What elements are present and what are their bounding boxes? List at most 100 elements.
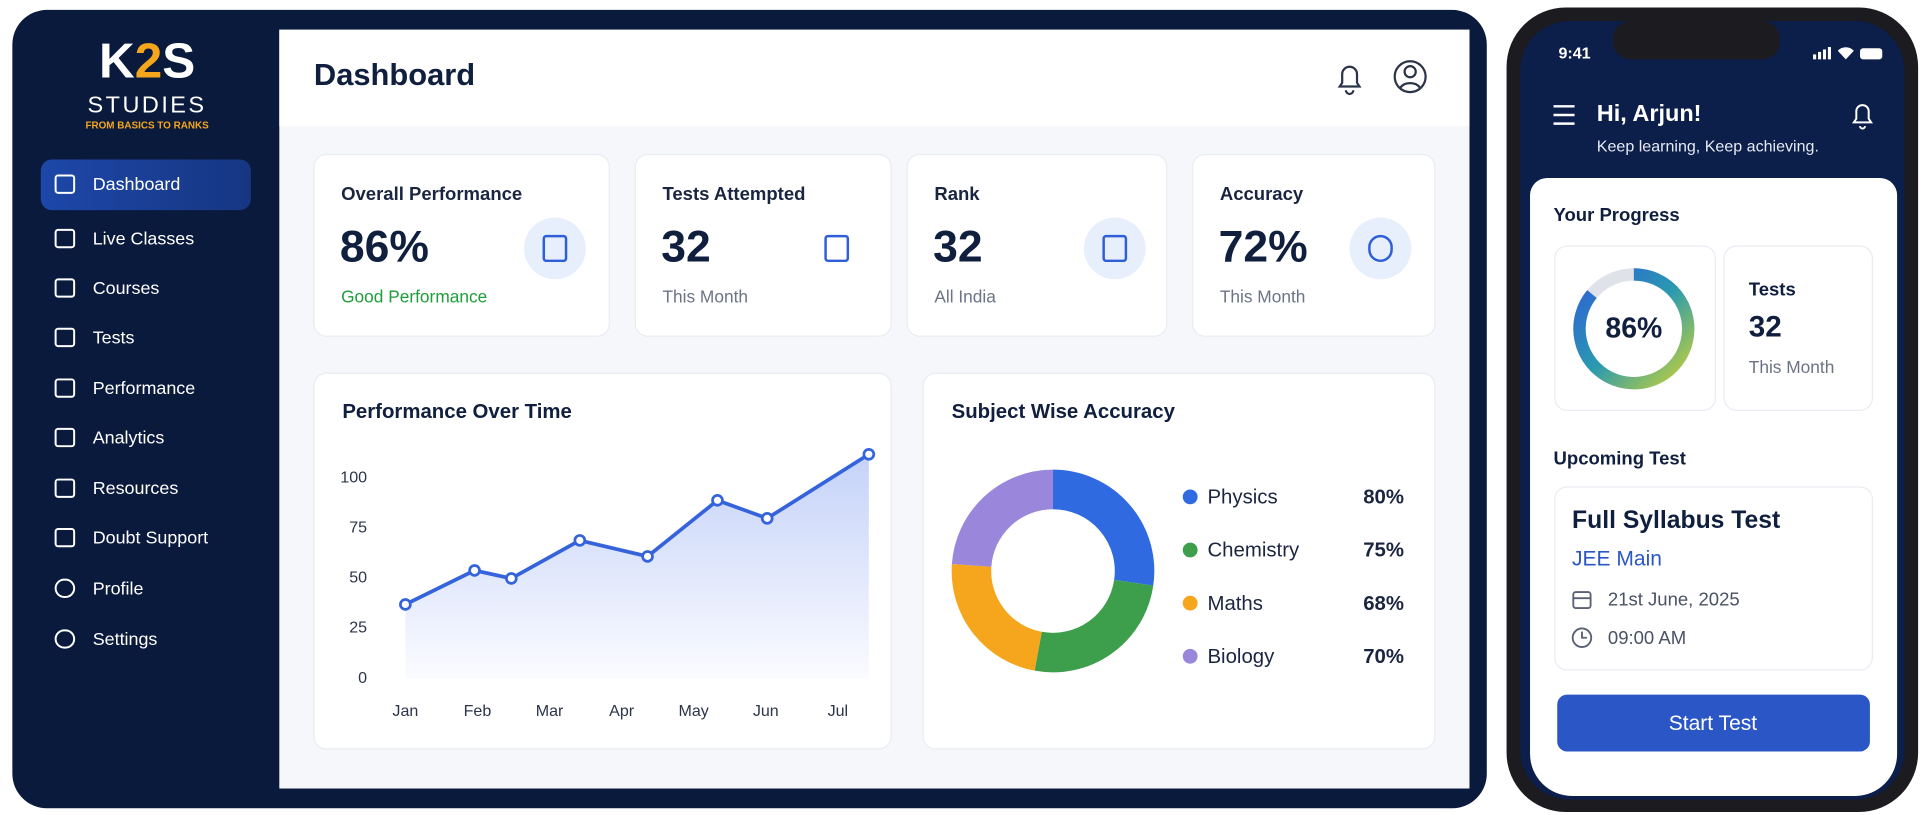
chart-title: Performance Over Time [342, 401, 572, 423]
nav-item[interactable]: Dashboard [93, 174, 181, 194]
nav-icon [54, 278, 76, 298]
upcoming-card [1554, 486, 1874, 671]
stat-card [634, 153, 892, 337]
tests-value: 32 [1749, 311, 1782, 344]
legend-dot [1182, 489, 1198, 505]
legend-dot [1182, 648, 1198, 664]
progress-label: 86% [1605, 313, 1662, 345]
nav-item[interactable]: Live Classes [93, 229, 195, 249]
tests-title: Tests [1749, 278, 1796, 299]
stat-note: This Month [662, 286, 748, 306]
profile-icon[interactable] [1393, 60, 1427, 94]
phone-bell[interactable] [1851, 104, 1873, 130]
start-button[interactable] [1557, 694, 1870, 752]
nav-item[interactable]: Courses [93, 278, 160, 298]
y-tick-label: 0 [358, 669, 367, 687]
x-tick-label: Feb [464, 702, 492, 720]
legend-dot [1182, 542, 1198, 558]
point [505, 572, 518, 585]
test-time: 09:00 AM [1608, 627, 1686, 648]
x-tick-label: Apr [609, 702, 635, 720]
nav-item[interactable]: Doubt Support [93, 528, 208, 548]
nav-icon [54, 629, 76, 649]
area [405, 454, 869, 679]
section-title: Upcoming Test [1554, 448, 1686, 469]
test-name: Full Syllabus Test [1572, 507, 1780, 534]
stat-title: Overall Performance [341, 183, 522, 204]
stat-icon-bg [1083, 217, 1146, 280]
nav-icon [54, 427, 76, 448]
point [862, 447, 876, 461]
nav-icon [54, 527, 76, 548]
nav-icon [54, 327, 76, 348]
x-tick-label: Mar [536, 702, 564, 720]
legend-label: Chemistry [1207, 540, 1300, 562]
x-tick-label: Jul [828, 702, 849, 720]
x-tick-label: Jan [392, 702, 418, 720]
stat-icon-bg [524, 217, 586, 280]
stat-value: 32 [661, 222, 710, 271]
stat-title: Rank [934, 183, 980, 204]
point [711, 494, 724, 507]
donut-segment [951, 469, 1054, 568]
bell-icon[interactable] [1337, 65, 1362, 96]
stat-card [313, 153, 610, 337]
clock-icon [1571, 627, 1593, 648]
chart-title: Subject Wise Accuracy [952, 401, 1176, 423]
start-button-label[interactable]: Start Test [1669, 712, 1757, 735]
legend-label: Biology [1207, 646, 1275, 668]
nav-icon [54, 478, 76, 498]
progress-ring [1573, 268, 1695, 390]
stat-title: Tests Attempted [662, 183, 805, 204]
donut-segment [1034, 579, 1154, 673]
legend-dot [1182, 595, 1198, 611]
nav-item[interactable]: Performance [93, 378, 196, 398]
status-icons [1813, 46, 1883, 60]
logo: K2S [99, 33, 195, 88]
nav-item[interactable]: Settings [93, 629, 158, 649]
stat-note: All India [934, 286, 996, 306]
donut-segment [951, 563, 1043, 671]
point [573, 534, 587, 547]
nav-item[interactable]: Resources [93, 478, 179, 498]
stat-title: Accuracy [1220, 183, 1304, 204]
calendar-icon [1572, 591, 1592, 610]
stat-icon [1368, 234, 1393, 263]
menu-icon[interactable] [1553, 105, 1575, 125]
point [399, 598, 412, 611]
greeting-sub: Keep learning, Keep achieving. [1597, 137, 1819, 155]
donut-card [922, 372, 1436, 750]
test-exam: JEE Main [1572, 547, 1662, 570]
nav-item[interactable]: Analytics [93, 428, 165, 448]
nav-item[interactable]: Tests [93, 327, 135, 347]
section-title: Your Progress [1554, 204, 1680, 225]
notch [1612, 21, 1780, 60]
donut-segment [1052, 469, 1155, 586]
legend-label: Physics [1207, 486, 1277, 508]
greeting: Hi, Arjun! [1597, 100, 1702, 126]
stat-card [906, 153, 1168, 337]
page-title: Dashboard [314, 57, 475, 92]
nav-icon [54, 378, 76, 398]
tests-note: This Month [1749, 357, 1835, 377]
logo-tagline: FROM BASICS TO RANKS [85, 121, 209, 132]
test-date: 21st June, 2025 [1608, 589, 1740, 610]
value-label: 80% [1363, 486, 1404, 508]
stat-note: This Month [1220, 286, 1306, 306]
point [760, 512, 774, 525]
stat-note: Good Performance [341, 286, 487, 306]
x-tick-label: May [679, 702, 709, 720]
stat-icon [824, 234, 850, 263]
y-tick-label: 75 [349, 519, 367, 537]
nav-icon [54, 578, 76, 598]
point [641, 550, 654, 563]
stat-icon [542, 234, 568, 263]
legend-label: Maths [1207, 593, 1262, 615]
logo-text: STUDIES [88, 92, 207, 118]
nav-item[interactable]: Profile [93, 578, 144, 598]
value-label: 68% [1363, 593, 1404, 615]
point [468, 564, 481, 577]
nav-icon [54, 228, 76, 249]
stat-value: 32 [933, 222, 982, 271]
